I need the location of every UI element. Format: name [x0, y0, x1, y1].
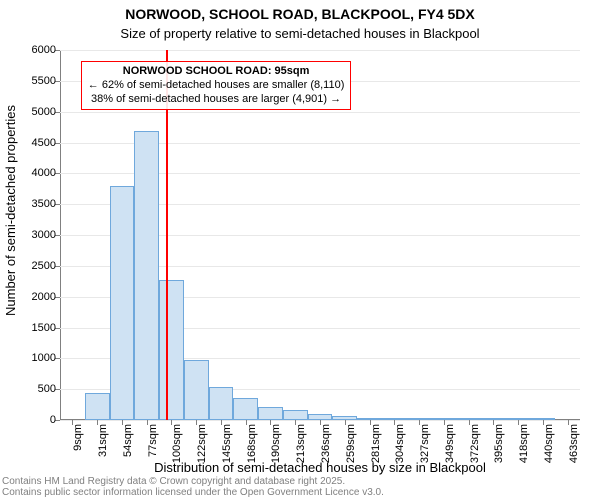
histogram-bar — [110, 186, 135, 420]
histogram-bar — [283, 410, 308, 420]
chart-title-line1: NORWOOD, SCHOOL ROAD, BLACKPOOL, FY4 5DX — [0, 6, 600, 22]
y-tick-label: 3000 — [32, 229, 60, 241]
y-tick-label: 1500 — [32, 322, 60, 334]
x-tick-label: 31sqm — [97, 420, 109, 457]
x-tick-label: 349sqm — [444, 420, 456, 463]
footer-line1: Contains HM Land Registry data © Crown c… — [2, 476, 384, 487]
x-tick-label: 259sqm — [345, 420, 357, 463]
y-tick-label: 6000 — [32, 44, 60, 56]
chart-title-line2: Size of property relative to semi-detach… — [0, 26, 600, 41]
x-tick-label: 440sqm — [543, 420, 555, 463]
y-tick-label: 3500 — [32, 198, 60, 210]
annotation-box: NORWOOD SCHOOL ROAD: 95sqm← 62% of semi-… — [81, 61, 352, 110]
gridline — [60, 112, 580, 113]
y-tick-label: 2500 — [32, 260, 60, 272]
y-tick-label: 4000 — [32, 167, 60, 179]
y-tick-label: 0 — [50, 414, 60, 426]
x-tick-label: 122sqm — [196, 420, 208, 463]
annotation-line3: 38% of semi-detached houses are larger (… — [88, 93, 345, 107]
annotation-line2: ← 62% of semi-detached houses are smalle… — [88, 79, 345, 93]
histogram-bar — [233, 398, 258, 420]
footer-line2: Contains public sector information licen… — [2, 487, 384, 498]
x-tick-label: 168sqm — [246, 420, 258, 463]
x-tick-label: 9sqm — [72, 420, 84, 451]
x-tick-label: 190sqm — [270, 420, 282, 463]
histogram-bar — [85, 393, 110, 420]
y-tick-label: 5500 — [32, 75, 60, 87]
x-tick-label: 395sqm — [493, 420, 505, 463]
x-tick-label: 281sqm — [370, 420, 382, 463]
x-axis-label: Distribution of semi-detached houses by … — [60, 460, 580, 475]
x-tick-label: 418sqm — [518, 420, 530, 463]
footer-attribution: Contains HM Land Registry data © Crown c… — [2, 476, 384, 498]
annotation-line1: NORWOOD SCHOOL ROAD: 95sqm — [88, 65, 345, 79]
x-tick-label: 77sqm — [147, 420, 159, 457]
y-tick-label: 2000 — [32, 291, 60, 303]
histogram-bar — [159, 280, 184, 420]
y-axis-label: Number of semi-detached properties — [0, 0, 20, 420]
histogram-chart: NORWOOD, SCHOOL ROAD, BLACKPOOL, FY4 5DX… — [0, 0, 600, 500]
x-tick-label: 463sqm — [568, 420, 580, 463]
x-tick-label: 327sqm — [419, 420, 431, 463]
histogram-bar — [184, 360, 209, 420]
x-tick-label: 372sqm — [469, 420, 481, 463]
x-tick-label: 236sqm — [320, 420, 332, 463]
histogram-bar — [134, 131, 159, 420]
y-tick-label: 4500 — [32, 137, 60, 149]
histogram-bar — [258, 407, 283, 420]
plot-area: 0500100015002000250030003500400045005000… — [60, 50, 580, 420]
y-tick-label: 500 — [38, 383, 60, 395]
histogram-bar — [209, 387, 234, 420]
x-tick-label: 145sqm — [221, 420, 233, 463]
x-tick-label: 100sqm — [171, 420, 183, 463]
x-tick-label: 54sqm — [122, 420, 134, 457]
x-tick-label: 304sqm — [394, 420, 406, 463]
y-tick-label: 5000 — [32, 106, 60, 118]
x-tick-label: 213sqm — [295, 420, 307, 463]
gridline — [60, 50, 580, 51]
y-tick-label: 1000 — [32, 352, 60, 364]
